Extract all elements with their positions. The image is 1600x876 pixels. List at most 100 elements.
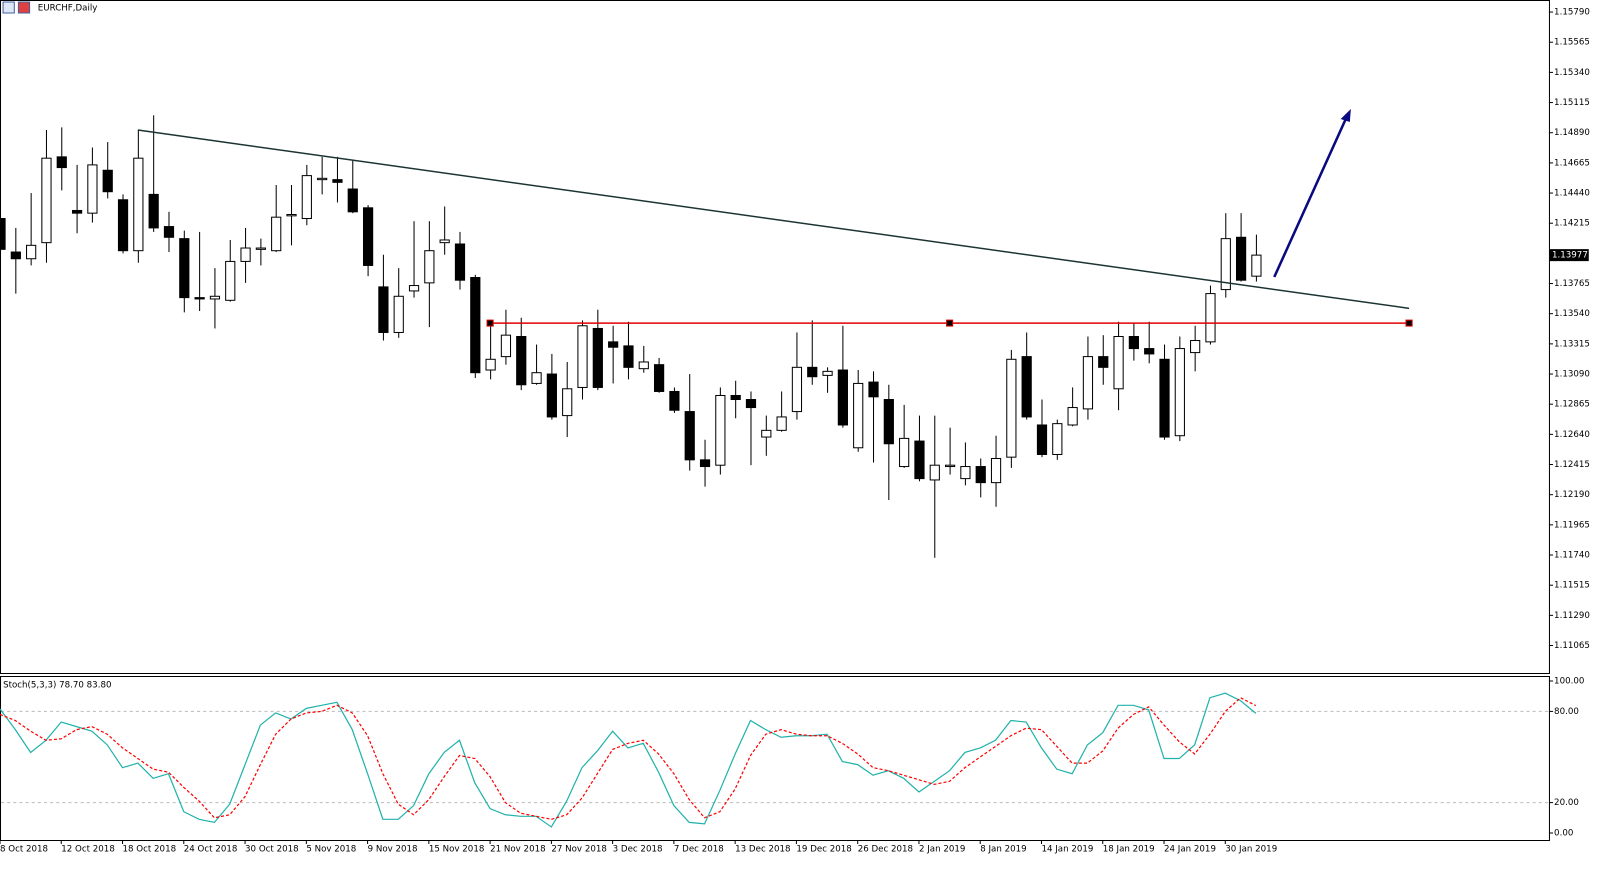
candle-body: [87, 164, 98, 214]
x-tick-label: 27 Nov 2018: [551, 845, 607, 855]
last-price-label: 1.13977: [1552, 251, 1588, 261]
candle-body: [1251, 254, 1262, 277]
candle-body: [0, 218, 6, 250]
candle-body: [807, 366, 818, 378]
icon-part: [2, 1, 15, 14]
candle-body: [500, 334, 512, 358]
candle-body: [837, 369, 848, 426]
candle-body: [102, 169, 113, 193]
candle-body: [1144, 348, 1155, 355]
candle-body: [1052, 423, 1063, 455]
x-tick-label: 18 Jan 2019: [1103, 845, 1155, 855]
candle-body: [41, 157, 52, 244]
candle-body: [1036, 424, 1048, 455]
x-tick-label: 8 Jan 2019: [980, 845, 1026, 855]
candle-body: [454, 243, 466, 281]
candle-body: [1067, 407, 1078, 426]
candle-body: [975, 466, 986, 484]
symbol-icon: [2, 1, 31, 14]
y-tick-label: 1.15790: [1554, 8, 1590, 18]
candle-body: [990, 457, 1002, 484]
candle-body: [1159, 358, 1170, 438]
candle-body: [1006, 358, 1017, 458]
candle-body: [271, 216, 282, 252]
candle-body: [1235, 236, 1247, 281]
candle-body: [470, 277, 481, 374]
candle-body: [439, 239, 450, 244]
y-tick-label: 1.13090: [1554, 370, 1590, 380]
candle-body: [10, 251, 21, 260]
x-tick-label: 18 Oct 2018: [123, 845, 177, 855]
candle-body: [1113, 336, 1124, 390]
y-tick-label: 1.12865: [1554, 400, 1590, 410]
y-tick-label: 1.12190: [1554, 490, 1590, 500]
indicator-line: [0, 692, 1257, 828]
y-tick-label: 1.14215: [1554, 219, 1590, 229]
chart-title: EURCHF,Daily: [38, 4, 98, 14]
candle-body: [929, 464, 940, 481]
candle-body: [179, 238, 190, 299]
candle-body: [117, 199, 129, 252]
candle-body: [699, 459, 711, 468]
forecast-arrow: [1273, 109, 1351, 278]
candles: [0, 115, 1262, 558]
candle-body: [776, 416, 787, 431]
y-tick-label: 20.00: [1554, 798, 1579, 808]
icon-part: [17, 1, 31, 14]
candle-body: [194, 297, 205, 300]
x-tick-label: 24 Oct 2018: [184, 845, 238, 855]
candle-body: [531, 372, 542, 384]
candle-body: [1128, 336, 1139, 350]
candle-body: [960, 466, 971, 480]
y-tick-label: 1.15340: [1554, 68, 1590, 78]
last-price-box: [1549, 249, 1589, 262]
candle-body: [362, 207, 374, 266]
candle-body: [133, 157, 144, 252]
candle-body: [1205, 293, 1216, 343]
x-tick-label: 15 Nov 2018: [429, 845, 485, 855]
candle-body: [761, 429, 772, 438]
candle-body: [408, 285, 420, 292]
x-tick-label: 24 Jan 2019: [1164, 845, 1216, 855]
candle-body: [209, 295, 221, 300]
candle-body: [286, 214, 297, 217]
y-tick-label: 100.00: [1554, 677, 1584, 687]
y-tick-label: 1.12640: [1554, 430, 1590, 440]
x-tick-label: 19 Dec 2018: [796, 845, 851, 855]
y-tick-label: 1.15115: [1554, 98, 1590, 108]
candle-body: [914, 440, 925, 480]
x-tick-label: 21 Nov 2018: [490, 845, 546, 855]
candle-body: [883, 399, 894, 445]
candle-body: [1098, 356, 1109, 368]
candle-body: [148, 193, 159, 229]
line-anchor: [486, 319, 494, 327]
x-tick-label: 26 Dec 2018: [858, 845, 913, 855]
candle-body: [623, 345, 634, 368]
candle-body: [317, 177, 328, 181]
y-tick-label: 1.12415: [1554, 460, 1590, 470]
y-tick-label: 1.11740: [1554, 551, 1590, 561]
line-anchor: [1405, 319, 1413, 327]
y-tick-label: 1.14440: [1554, 189, 1590, 199]
y-tick-label: 1.11065: [1554, 641, 1590, 651]
y-tick-label: 80.00: [1554, 707, 1579, 717]
candle-body: [730, 394, 741, 401]
candle-body: [868, 381, 879, 398]
indicator-title: Stoch(5,3,3) 78.70 83.80: [3, 681, 111, 691]
x-tick-label: 30 Oct 2018: [245, 845, 299, 855]
candle-body: [516, 336, 527, 386]
candle-body: [745, 399, 757, 409]
x-tick-label: 7 Dec 2018: [674, 845, 724, 855]
candle-body: [347, 188, 358, 213]
candle-body: [255, 247, 266, 250]
candle-body: [944, 464, 956, 468]
candle-body: [791, 366, 803, 413]
candle-body: [485, 358, 496, 371]
candle-body: [592, 327, 603, 388]
candle-body: [71, 209, 83, 214]
candle-body: [1174, 348, 1185, 437]
candle-body: [1082, 356, 1094, 410]
y-tick-label: 1.11290: [1554, 611, 1590, 621]
